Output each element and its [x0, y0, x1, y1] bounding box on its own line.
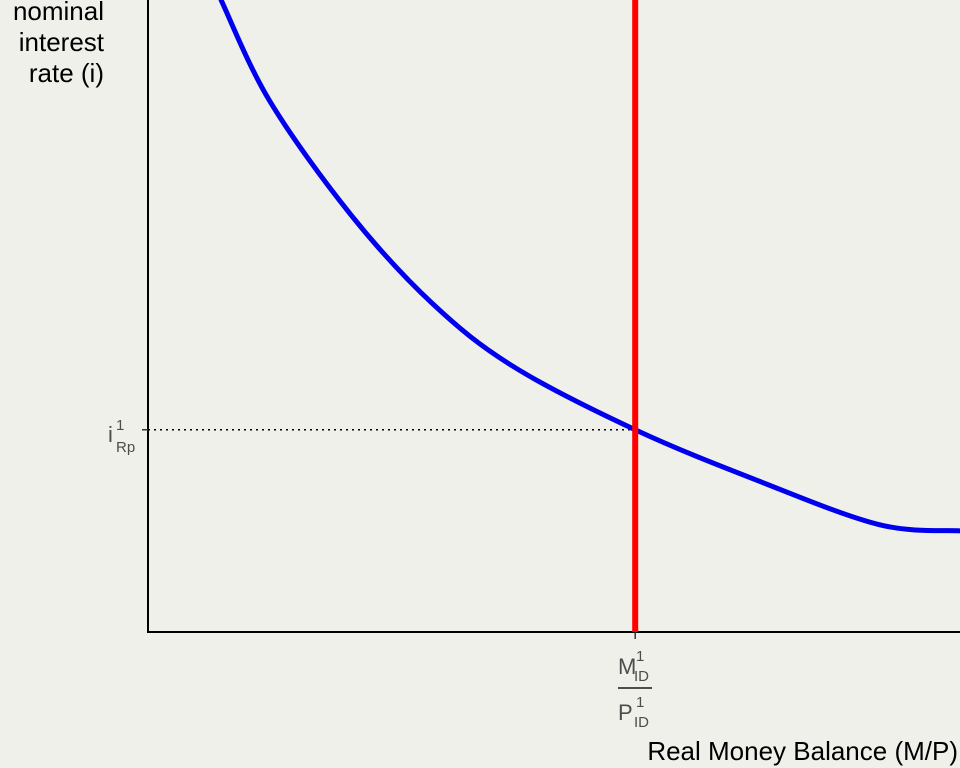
x-tick-num-sub: ID	[634, 668, 649, 685]
y-tick-sub: Rp	[116, 439, 136, 456]
money-demand-curve	[218, 0, 960, 534]
x-tick-num-sup: 1	[636, 648, 645, 665]
y-tick-label: i 1 Rp	[108, 418, 135, 455]
x-tick-den-sub: ID	[634, 714, 649, 731]
x-tick-denominator: P 1 ID	[614, 694, 656, 731]
y-axis-label: nominal interest rate (i)	[12, 0, 104, 88]
x-tick-label: M 1 ID P 1 ID	[614, 648, 656, 731]
guide-lines	[148, 429, 636, 632]
x-tick-numerator: M 1 ID	[614, 648, 656, 685]
axes	[142, 0, 960, 639]
y-tick-sup: 1	[116, 417, 125, 434]
y-tick-base: i	[108, 422, 113, 447]
x-tick-den-base: P	[618, 700, 633, 725]
fraction-bar	[618, 687, 652, 689]
series-layer	[218, 0, 960, 632]
x-tick-num-base: M	[618, 654, 637, 679]
x-tick-den-sup: 1	[636, 694, 645, 711]
x-axis-label: Real Money Balance (M/P)	[647, 736, 958, 766]
